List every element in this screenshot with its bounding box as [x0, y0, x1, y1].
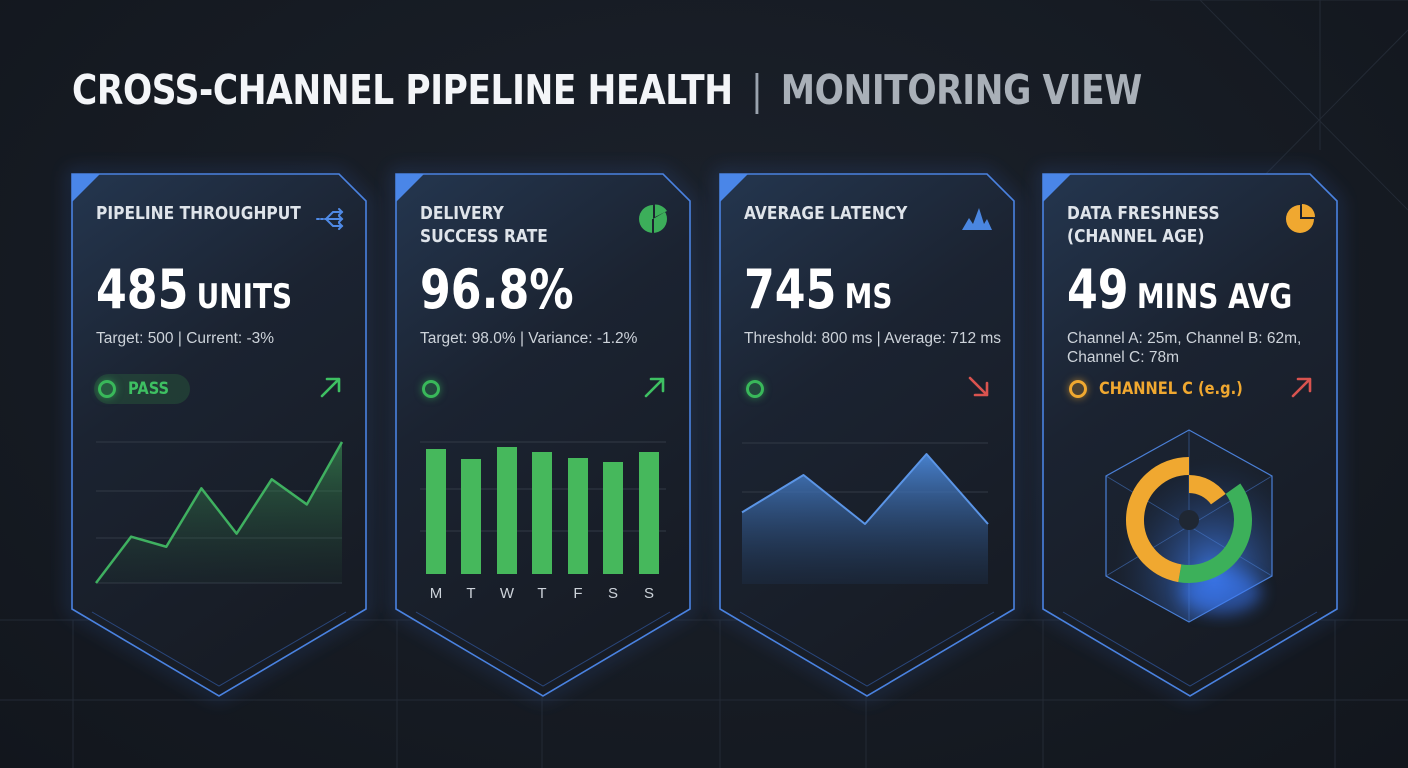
x-tick-label: F [573, 585, 582, 602]
card-title: PIPELINE THROUGHPUT [96, 203, 301, 224]
card-data-freshness[interactable]: DATA FRESHNESS (CHANNEL AGE) 49 MINS AVG … [1040, 171, 1340, 700]
card-title-line-1: DATA FRESHNESS [1067, 203, 1220, 224]
pie-chart-icon [639, 204, 667, 233]
x-tick-label: S [644, 585, 654, 602]
page-title: CROSS-CHANNEL PIPELINE HEALTH | MONITORI… [72, 62, 1142, 118]
x-tick-label: S [608, 585, 618, 602]
metric-unit: MINS AVG [1136, 277, 1293, 317]
status-badge: CHANNEL C (e.g.) [1065, 374, 1280, 404]
latency-area [742, 454, 988, 584]
card-title-line-2: SUCCESS RATE [420, 226, 548, 247]
card-pipeline-throughput[interactable]: PIPELINE THROUGHPUT 485 UNITS Target: 500… [69, 171, 369, 700]
status-dot-icon [98, 380, 116, 398]
metric-number: 485 [96, 258, 189, 321]
trend-up-arrow-icon [1291, 377, 1312, 398]
metric-value: 49 MINS AVG [1067, 258, 1292, 321]
card-title: DELIVERY SUCCESS RATE [420, 202, 601, 248]
donut-slice [1188, 475, 1226, 505]
status-dot-icon [1069, 380, 1087, 398]
card-delivery-success-rate[interactable]: DELIVERY SUCCESS RATE 96.8% Target: 98.0… [393, 171, 693, 700]
status-indicator [742, 374, 790, 404]
metric-unit: MS [844, 277, 893, 317]
donut-slice [1178, 483, 1252, 583]
metric-subtitle: Threshold: 800 ms | Average: 712 ms [744, 330, 1002, 347]
status-dot-icon [746, 380, 764, 398]
latency-line [741, 453, 989, 525]
x-tick-label: W [500, 585, 515, 602]
bar [568, 458, 588, 574]
metric-value: 745 MS [744, 258, 892, 321]
status-label: PASS [128, 379, 170, 399]
latency-area-chart [741, 442, 989, 584]
card-title: DATA FRESHNESS (CHANNEL AGE) [1067, 202, 1248, 248]
status-label: CHANNEL C (e.g.) [1099, 379, 1243, 399]
x-tick-label: T [466, 585, 475, 602]
status-indicator [418, 374, 466, 404]
metric-value: 96.8% [420, 258, 574, 321]
page-title-subtitle: MONITORING VIEW [780, 66, 1142, 114]
trend-down-arrow-icon [968, 376, 989, 397]
bar [603, 462, 623, 574]
bar [461, 459, 481, 574]
throughput-area-chart [95, 441, 344, 584]
metric-unit: UNITS [196, 277, 293, 317]
metric-number: 745 [744, 258, 837, 321]
metric-subtitle: Channel A: 25m, Channel B: 62m, Channel … [1067, 329, 1301, 367]
card-title: AVERAGE LATENCY [744, 203, 908, 224]
throughput-line [95, 441, 344, 584]
title-separator: | [751, 66, 763, 114]
card-average-latency[interactable]: AVERAGE LATENCY 745 MS Threshold: 800 ms … [717, 171, 1017, 700]
trend-up-arrow-icon [644, 377, 665, 398]
status-badge: PASS [94, 374, 190, 404]
trend-up-arrow-icon [320, 377, 341, 398]
metric-value: 485 UNITS [96, 258, 292, 321]
donut-slice [1126, 457, 1190, 583]
card-title-line-2: (CHANNEL AGE) [1067, 226, 1205, 247]
bar [639, 452, 659, 574]
metric-number: 49 [1067, 258, 1129, 321]
metric-subtitle-line-2: Channel C: 78m [1067, 349, 1180, 366]
bar [532, 452, 552, 574]
metric-subtitle-line-1: Channel A: 25m, Channel B: 62m, [1067, 330, 1302, 347]
metric-number: 96.8% [420, 258, 574, 321]
bar [497, 447, 517, 574]
x-tick-label: T [537, 585, 546, 602]
pulse-wave-icon [962, 208, 992, 230]
card-title-line-1: DELIVERY [420, 203, 504, 224]
pie-chart-icon [1286, 204, 1315, 233]
metric-subtitle: Target: 98.0% | Variance: -1.2% [420, 330, 638, 347]
flow-split-icon [316, 208, 344, 230]
donut-hole [1179, 510, 1199, 530]
bar [426, 449, 446, 574]
status-dot-icon [422, 380, 440, 398]
page-title-main: CROSS-CHANNEL PIPELINE HEALTH [72, 66, 733, 114]
metric-subtitle: Target: 500 | Current: -3% [96, 330, 275, 347]
x-tick-label: M [430, 585, 443, 602]
channel-age-donut-chart [1105, 429, 1273, 623]
